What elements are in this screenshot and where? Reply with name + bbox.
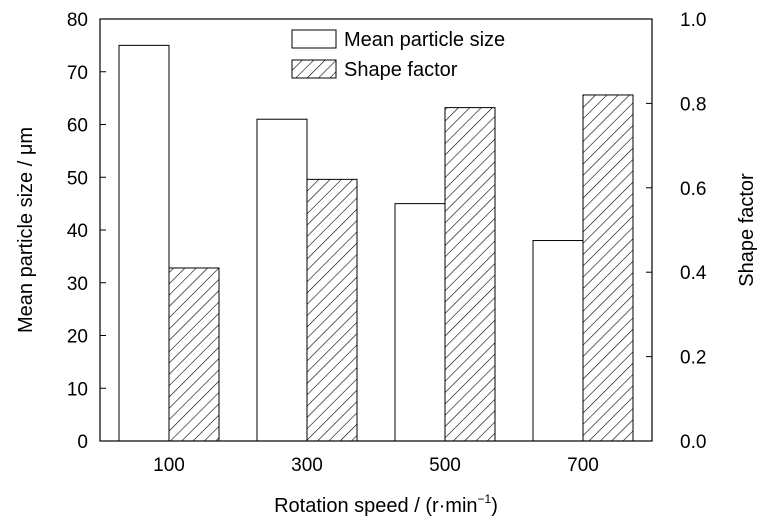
left-tick-label: 50 bbox=[67, 168, 88, 189]
x-axis-title-main: Rotation speed / (r·min bbox=[274, 495, 477, 517]
left-axis-title: Mean particle size / μm bbox=[15, 127, 37, 333]
x-tick-label: 100 bbox=[153, 455, 185, 476]
bar-mean-particle-size-300 bbox=[256, 118, 308, 442]
right-tick-label: 1.0 bbox=[680, 10, 706, 31]
left-tick-label: 30 bbox=[67, 274, 88, 295]
right-tick-label: 0.6 bbox=[680, 179, 706, 200]
right-axis-title: Shape factor bbox=[736, 173, 758, 287]
legend-label: Shape factor bbox=[344, 59, 458, 81]
legend-swatch bbox=[291, 29, 337, 49]
right-axis-ticks: 0.0 0.2 0.4 0.6 0.8 1.0 bbox=[646, 10, 707, 453]
x-axis-title: Rotation speed / (r·min−1) bbox=[274, 492, 498, 517]
x-axis-title-tail: ) bbox=[491, 495, 498, 517]
right-tick-label: 0.4 bbox=[680, 263, 707, 284]
left-tick-label: 10 bbox=[67, 379, 88, 400]
right-tick-label: 0.2 bbox=[680, 348, 706, 369]
legend-swatch bbox=[291, 59, 337, 79]
left-tick-label: 70 bbox=[67, 63, 88, 84]
bar-mean-particle-size-500 bbox=[394, 203, 446, 442]
left-tick-label: 60 bbox=[67, 116, 88, 137]
left-tick-label: 20 bbox=[67, 327, 88, 348]
x-tick-label: 700 bbox=[567, 455, 599, 476]
x-tick-label: 500 bbox=[429, 455, 461, 476]
bar-shape-factor-700 bbox=[582, 94, 634, 442]
legend-label: Mean particle size bbox=[344, 29, 505, 51]
bars-group bbox=[118, 44, 634, 442]
right-tick-label: 0.0 bbox=[680, 432, 706, 453]
left-tick-label: 40 bbox=[67, 221, 88, 242]
left-tick-label: 80 bbox=[67, 10, 88, 31]
bar-mean-particle-size-700 bbox=[532, 240, 584, 442]
right-tick-label: 0.8 bbox=[680, 94, 706, 115]
x-tick-label: 300 bbox=[291, 455, 323, 476]
x-axis-title-sup: −1 bbox=[478, 492, 492, 506]
bar-shape-factor-100 bbox=[168, 267, 220, 442]
left-tick-label: 0 bbox=[77, 432, 88, 453]
left-axis-ticks: 0 10 20 30 40 50 60 70 80 bbox=[67, 10, 106, 453]
bar-mean-particle-size-100 bbox=[118, 44, 170, 442]
x-axis-ticks: 100 300 500 700 bbox=[153, 455, 599, 476]
bar-shape-factor-300 bbox=[306, 178, 358, 442]
legend: Mean particle size Shape factor bbox=[291, 29, 505, 81]
bar-shape-factor-500 bbox=[444, 107, 496, 442]
